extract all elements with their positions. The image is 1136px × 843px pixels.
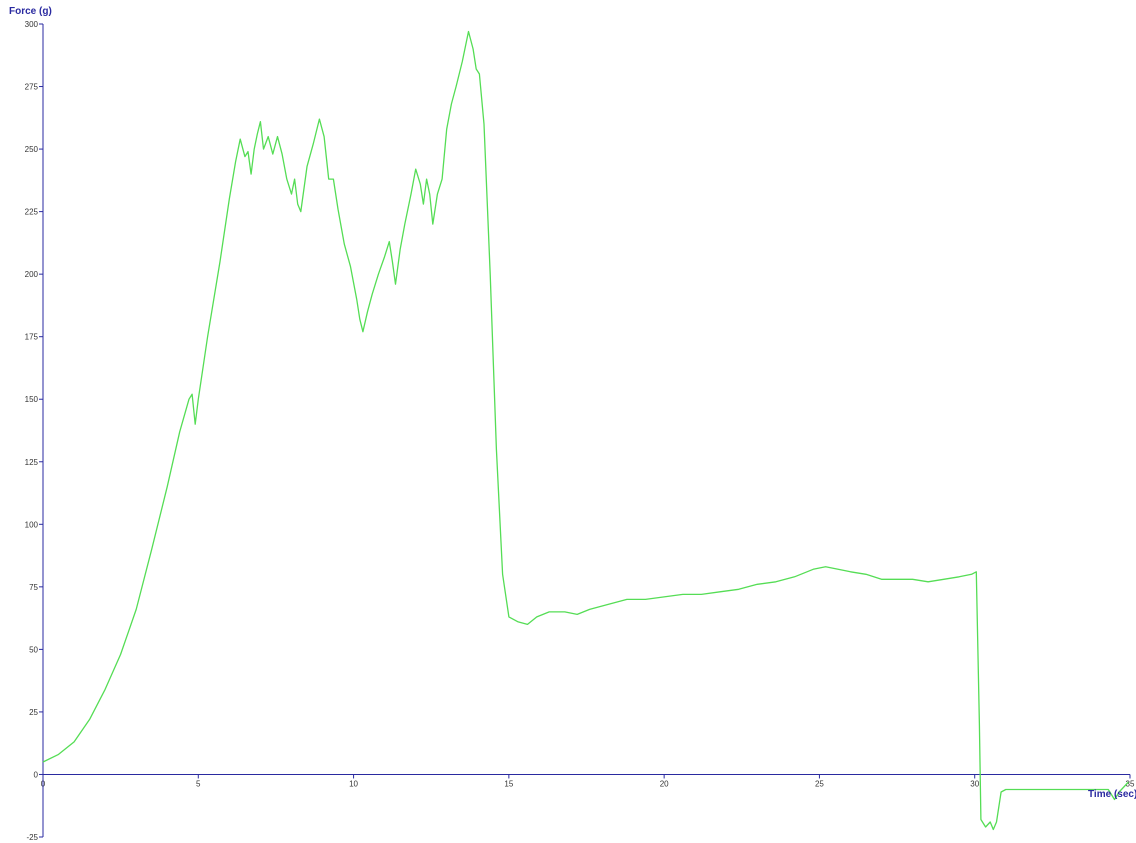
y-tick-label: 75 — [29, 583, 38, 592]
y-tick-label: 0 — [34, 770, 39, 779]
y-tick-label: 300 — [25, 20, 39, 29]
x-tick-label: 25 — [815, 779, 824, 788]
force-series-line — [42, 30, 1129, 831]
x-tick-label: 5 — [196, 779, 201, 788]
y-tick-label: -25 — [26, 833, 38, 842]
y-tick-label: 250 — [25, 145, 39, 154]
x-tick-label: 15 — [504, 779, 513, 788]
x-tick-label: 20 — [660, 779, 669, 788]
y-tick-label: 150 — [25, 395, 39, 404]
x-tick-label: 10 — [349, 779, 358, 788]
y-tick-label: 200 — [25, 270, 39, 279]
y-tick-label: 100 — [25, 520, 39, 529]
y-axis-title: Force (g) — [9, 6, 52, 17]
y-axis-ticks: -25 0 25 50 75 100 125 150 175 200 225 250 275 300 — [25, 20, 43, 842]
x-tick-label: 35 — [1126, 779, 1135, 788]
y-tick-label: 175 — [25, 333, 39, 342]
y-tick-label: 50 — [29, 645, 38, 654]
x-axis-title: Time (sec) — [1088, 789, 1136, 800]
y-tick-label: 125 — [25, 458, 39, 467]
y-tick-label: 25 — [29, 708, 38, 717]
y-tick-label: 275 — [25, 83, 39, 92]
x-tick-label: 30 — [970, 779, 979, 788]
y-tick-label: 225 — [25, 208, 39, 217]
